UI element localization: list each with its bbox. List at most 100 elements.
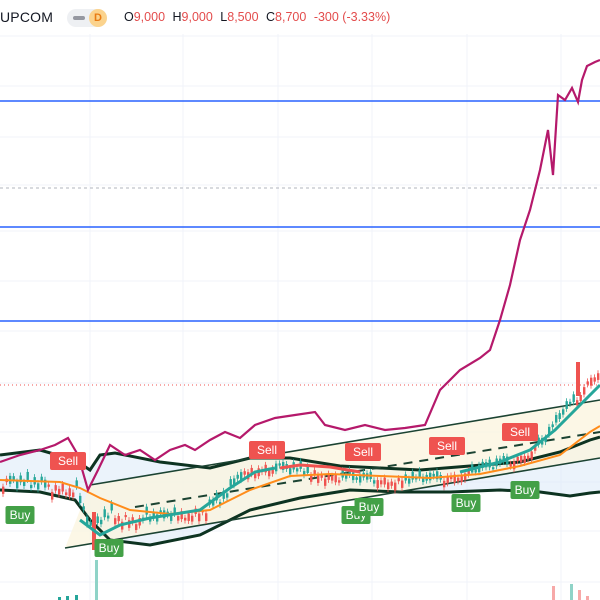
candle-body [401,480,404,488]
oscillator-line [0,58,600,494]
candle-body [313,470,316,475]
candle-body [180,511,183,520]
toggle-icon[interactable]: D [67,9,107,27]
candle-body [103,509,106,518]
candle-body [436,471,439,480]
candle-body [317,474,320,483]
candle-body [75,480,78,487]
candle-body [26,471,29,480]
candle-body [236,474,239,479]
candle-body [544,437,547,443]
candle-body [348,469,351,476]
buy-signal-label: Buy [354,498,384,516]
candle-body [100,519,103,525]
candle-body [390,481,393,486]
sell-label-pointer [443,450,451,455]
candle-body [271,468,274,474]
candle-body [96,516,99,524]
candle-body [107,515,110,519]
candle-body [565,401,568,409]
candle-body [380,480,383,485]
candle-body [278,463,281,466]
sell-label-pointer [516,436,524,441]
candle-body [457,477,460,482]
candle-body [233,478,236,486]
sell-signal-label: Sell [429,437,465,455]
candle-body [12,476,15,481]
candle-body [422,476,425,483]
buy-label-text: Buy [515,483,536,497]
candle-body [226,493,229,498]
candle-body [229,479,232,486]
sell-label-box [249,441,285,459]
candle-body [61,483,64,492]
buy-label-text: Buy [99,541,120,555]
candle-body [124,515,127,518]
candle-body [65,492,68,496]
candle-body [453,474,456,483]
candle-body [82,506,85,510]
buy-label-pointer [462,494,470,499]
bollinger-lower-line [0,488,600,547]
candle-body [296,468,299,472]
channel-upper-line [89,399,600,486]
candle-body [30,484,33,489]
volume-bar [66,596,69,600]
candle-body [513,461,516,470]
green-ma-segment [79,466,276,537]
candle-body [492,467,495,470]
candle-body [114,518,117,525]
buy-label-pointer [365,498,373,503]
candle-body [338,480,341,483]
candle-body [527,455,530,460]
candle-body [334,474,337,483]
interval-badge: D [89,9,107,27]
candle-body [597,373,600,380]
buy-label-box [451,494,481,512]
channel-midline [134,431,600,508]
candle-body [387,482,390,490]
candle-body [79,495,82,504]
candle-body [250,467,253,475]
buy-label-box [5,506,35,524]
ema-line [0,425,600,516]
candle-body [586,381,589,385]
candle-body [572,394,575,403]
trend-channel[interactable] [64,399,600,549]
signal-labels: SellSellSellSellSellBuyBuyBuyBuyBuyBuy [5,423,540,557]
candle-body [58,488,61,495]
sell-label-box [502,423,538,441]
buy-signal-label: Buy [5,506,35,524]
candle-body [593,377,596,382]
candle-body [198,513,201,522]
sell-label-text: Sell [257,443,277,457]
ohlc-close: C8,700 [266,10,307,24]
candle-body [37,483,40,490]
candle-body [268,470,271,477]
candle-body [443,480,446,488]
candle-body [376,480,379,489]
candle-body [383,477,386,485]
candle-body [152,511,155,518]
volume-bar [552,586,555,600]
volume-bar [75,595,78,600]
candle-body [306,466,309,474]
candle-body [173,507,176,514]
candle-body [576,362,580,396]
sell-label-box [429,437,465,455]
chart-legend-header: UPCOM D O9,000 H9,000 L8,500 C8,700 -300… [0,0,600,34]
candle-body [68,488,71,497]
sell-label-box [50,452,86,470]
red-ma-segment [279,463,361,474]
candle-body [44,479,47,488]
candle-body [432,473,435,477]
volume-bar [58,597,61,600]
candle-body [327,473,330,480]
sell-label-text: Sell [353,445,373,459]
symbol-name[interactable]: UPCOM [0,9,54,25]
sell-label-text: Sell [437,439,457,453]
candle-body [191,515,194,522]
ohlc-high: H9,000 [172,10,213,24]
sell-label-text: Sell [510,425,530,439]
